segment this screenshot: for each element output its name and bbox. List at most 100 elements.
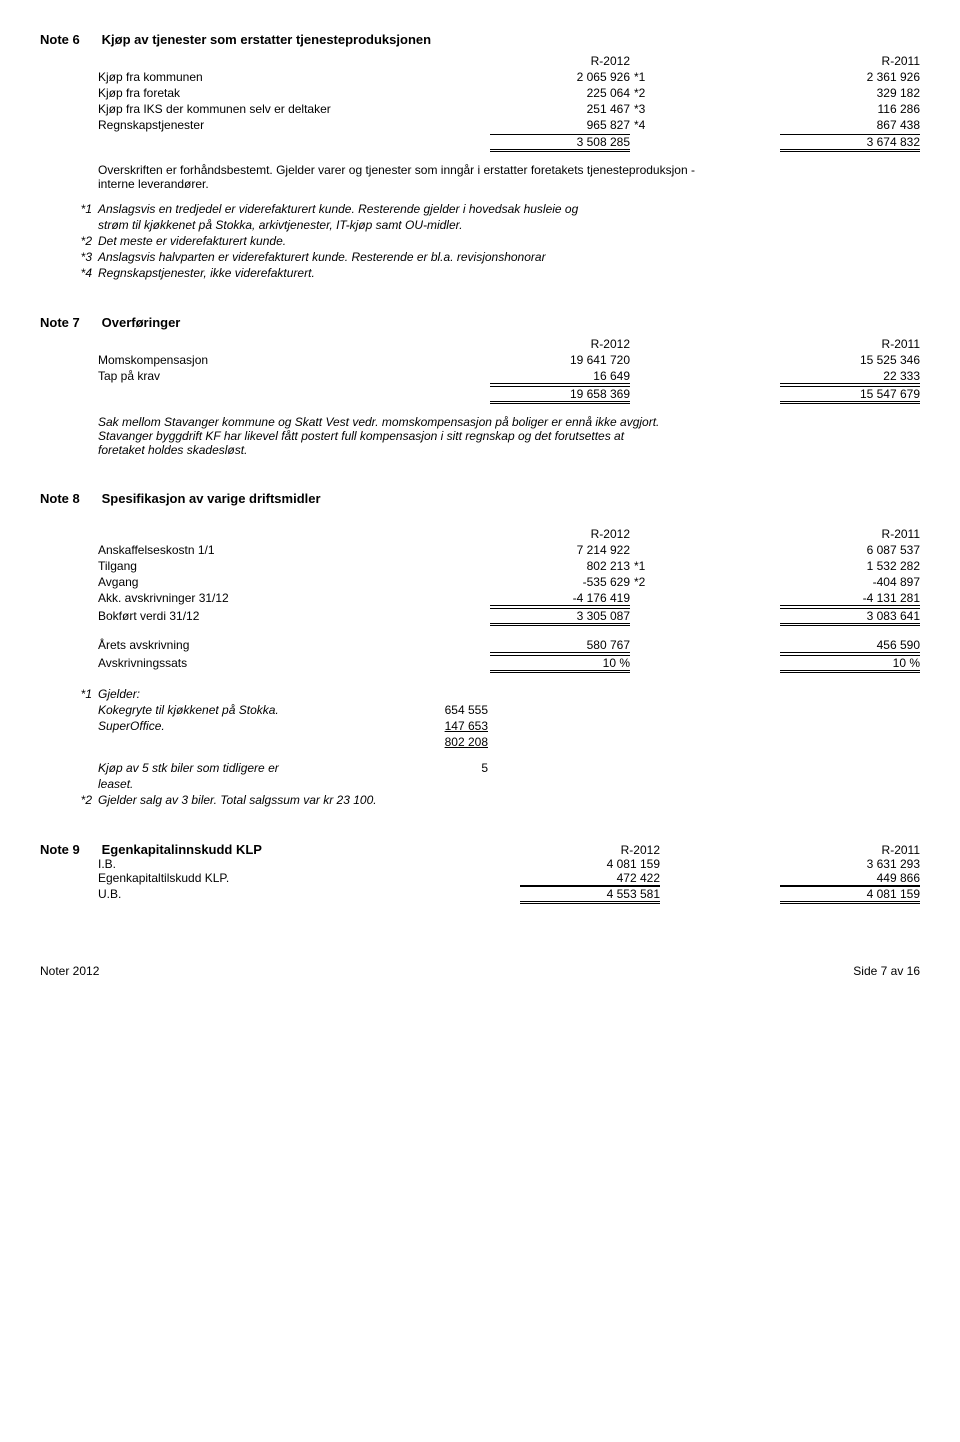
footnote: *2 Det meste er viderefakturert kunde. [40,233,920,249]
note6-hdr-right: R-2011 [780,54,920,68]
para-line: Overskriften er forhåndsbestemt. Gjelder… [98,163,858,177]
fn-mark: *1 [40,202,98,216]
table-row: Kjøp fra foretak 225 064 *2 329 182 [40,85,920,101]
cell-right: 6 087 537 [780,543,920,557]
sum-mid: 19 658 369 [490,386,630,404]
cell-mark: *1 [630,70,660,84]
mini-sum: 802 208 [398,735,488,749]
cell-right: 329 182 [780,86,920,100]
hdr-right: R-2011 [780,843,920,857]
cell-right: 15 525 346 [780,353,920,367]
table-row: 802 208 [98,734,920,750]
cell-label: Årets avskrivning [98,638,490,652]
mini-label: SuperOffice. [98,719,398,733]
para-line: Stavanger byggdrift KF har likevel fått … [98,429,858,443]
footnote: *1 Anslagsvis en tredjedel er viderefakt… [40,201,920,217]
sum-right: 3 083 641 [780,608,920,626]
fn-body: Anslagsvis en tredjedel er viderefakture… [98,202,920,216]
mini-label: leaset. [98,777,398,791]
note6-title: Note 6 Kjøp av tjenester som erstatter t… [40,32,920,47]
cell-mid: 7 214 922 [490,543,630,557]
fn-mark: *2 [40,234,98,248]
hdr-right: R-2011 [780,527,920,541]
footer-left: Noter 2012 [40,964,99,978]
table-row: Akk. avskrivninger 31/12 -4 176 419 -4 1… [40,590,920,607]
cell-mark: *2 [630,575,660,589]
table-row: Kjøp fra kommunen 2 065 926 *1 2 361 926 [40,69,920,85]
note7-num: Note 7 [40,315,98,330]
note6-header-row: R-2012 R-2011 [40,53,920,69]
note-7: Note 7 Overføringer R-2012 R-2011 Momsko… [40,315,920,457]
table-row: SuperOffice. 147 653 [98,718,920,734]
cell-mark: *2 [630,86,660,100]
note7-text: Overføringer [102,315,181,330]
cell-label: Avgang [98,575,490,589]
note8-title: Note 8 Spesifikasjon av varige driftsmid… [40,491,920,506]
mini-val: 147 653 [398,719,488,733]
cell-label: Kjøp fra IKS der kommunen selv er deltak… [98,102,490,116]
note8-sum1-row: Bokført verdi 31/12 3 305 087 3 083 641 [40,607,920,627]
cell-mid: 802 213 [490,559,630,573]
sum-right: 3 674 832 [780,134,920,152]
table-row: Kjøp av 5 stk biler som tidligere er 5 [98,760,920,776]
footnote: *2 Gjelder salg av 3 biler. Total salgss… [40,792,920,808]
cell-label: Tilgang [98,559,490,573]
note9-sum-row: U.B. 4 553 581 4 081 159 [40,886,920,904]
cell-mid: 580 767 [490,638,630,653]
cell-mid: 251 467 [490,102,630,116]
table-row: Tilgang 802 213 *1 1 532 282 [40,558,920,574]
note7-header-row: R-2012 R-2011 [40,336,920,352]
cell-label: Momskompensasjon [98,353,490,367]
cell-label: Egenkapitaltilskudd KLP. [98,871,520,885]
note9-title-row: Note 9 Egenkapitalinnskudd KLP R-2012 R-… [40,842,920,857]
cell-right: 1 532 282 [780,559,920,573]
note6-text: Kjøp av tjenester som erstatter tjeneste… [102,32,431,47]
note-8: Note 8 Spesifikasjon av varige driftsmid… [40,491,920,808]
para-line: interne leverandører. [98,177,858,191]
para-line: foretaket holdes skadesløst. [98,443,858,457]
note8-extra: Kjøp av 5 stk biler som tidligere er 5 l… [98,760,920,792]
table-row: Regnskapstjenester 965 827 *4 867 438 [40,117,920,133]
cell-mid: 19 641 720 [490,353,630,367]
cell-mid: 4 081 159 [520,857,660,871]
fn-body: Regnskapstjenester, ikke viderefakturert… [98,266,920,280]
table-row: Kokegryte til kjøkkenet på Stokka. 654 5… [98,702,920,718]
cell-mark: *1 [630,559,660,573]
cell-mid: 965 827 [490,118,630,132]
note-6: Note 6 Kjøp av tjenester som erstatter t… [40,32,920,281]
mini-label: Kokegryte til kjøkkenet på Stokka. [98,703,398,717]
note7-title: Note 7 Overføringer [40,315,920,330]
cell-mark: *3 [630,102,660,116]
cell-right: 456 590 [780,638,920,653]
note9-num: Note 9 [40,842,98,857]
cell-mid: 2 065 926 [490,70,630,84]
mini-val: 5 [398,761,488,775]
cell-right: 867 438 [780,118,920,132]
note8-mini-table: Kokegryte til kjøkkenet på Stokka. 654 5… [98,702,920,750]
cell-label: U.B. [98,887,520,901]
fn-mark: *4 [40,266,98,280]
cell-right: 2 361 926 [780,70,920,84]
hdr-mid: R-2012 [490,527,630,541]
cell-label: Kjøp fra kommunen [98,70,490,84]
hdr-mid: R-2012 [490,337,630,351]
cell-right: 3 631 293 [780,857,920,871]
note6-hdr-mid: R-2012 [490,54,630,68]
footnote: *4 Regnskapstjenester, ikke viderefaktur… [40,265,920,281]
mini-val: 654 555 [398,703,488,717]
hdr-right: R-2011 [780,337,920,351]
footer-right: Side 7 av 16 [853,964,920,978]
fn-body: Det meste er viderefakturert kunde. [98,234,920,248]
sum-right: 4 081 159 [780,886,920,904]
cell-mid: 472 422 [520,871,660,886]
cell-label: Kjøp fra foretak [98,86,490,100]
table-row: Anskaffelseskostn 1/1 7 214 922 6 087 53… [40,542,920,558]
note6-para: Overskriften er forhåndsbestemt. Gjelder… [98,163,858,191]
cell-right: 449 866 [780,871,920,886]
note8-sats-row: Avskrivningssats 10 % 10 % [40,654,920,674]
footnote: *3 Anslagsvis halvparten er viderefaktur… [40,249,920,265]
cell-right: -4 131 281 [780,591,920,606]
cell-mid: 225 064 [490,86,630,100]
table-row: Årets avskrivning 580 767 456 590 [40,637,920,654]
cell-label: Tap på krav [98,369,490,383]
